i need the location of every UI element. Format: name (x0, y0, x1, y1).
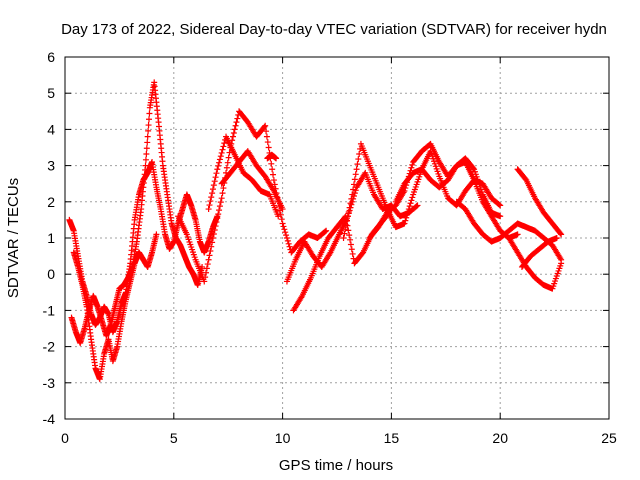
data-point-markers (505, 235, 565, 292)
y-tick-label: 1 (47, 230, 55, 246)
x-tick-label: 20 (492, 430, 508, 446)
series-sat-f (218, 148, 286, 213)
x-tick-label: 5 (170, 430, 178, 446)
y-tick-label: -3 (43, 375, 56, 391)
series-sat-n (505, 235, 565, 292)
tick-marks (64, 56, 610, 420)
series-sat-o (514, 166, 565, 238)
data-point-markers (205, 133, 282, 220)
series-sat-e (205, 133, 282, 220)
series-sat-l (392, 155, 504, 220)
y-tick-label: 2 (47, 194, 55, 210)
data-point-markers (70, 231, 160, 383)
y-tick-label: -1 (43, 302, 56, 318)
data-point-markers (392, 155, 504, 220)
y-tick-label: 6 (47, 49, 55, 65)
x-tick-label: 15 (384, 430, 400, 446)
series-sat-j (340, 140, 504, 241)
series-sat-c (70, 231, 160, 383)
x-tick-labels: 0 5 10 15 20 25 (61, 430, 617, 446)
y-tick-label: -2 (43, 339, 56, 355)
x-tick-label: 0 (61, 430, 69, 446)
y-tick-label: 4 (47, 121, 55, 137)
y-tick-labels: -4 -3 -2 -1 0 1 2 3 4 5 6 (43, 49, 56, 427)
x-tick-label: 10 (275, 430, 291, 446)
y-axis-label: SDTVAR / TECUs (5, 178, 22, 298)
series-sat-g (264, 151, 280, 162)
data-point-markers (264, 151, 280, 162)
x-axis-label: GPS time / hours (279, 457, 393, 474)
chart-title: Day 173 of 2022, Sidereal Day-to-day VTE… (61, 21, 607, 38)
y-tick-label: 5 (47, 85, 55, 101)
data-point-markers (340, 140, 504, 241)
data-points (66, 79, 565, 383)
y-tick-label: 0 (47, 266, 55, 282)
y-tick-label: -4 (43, 411, 56, 427)
x-tick-label: 25 (601, 430, 617, 446)
data-point-markers (518, 235, 560, 270)
series-sat-p (518, 235, 560, 270)
data-point-markers (514, 166, 565, 238)
data-point-markers (218, 148, 286, 213)
y-tick-label: 3 (47, 158, 55, 174)
